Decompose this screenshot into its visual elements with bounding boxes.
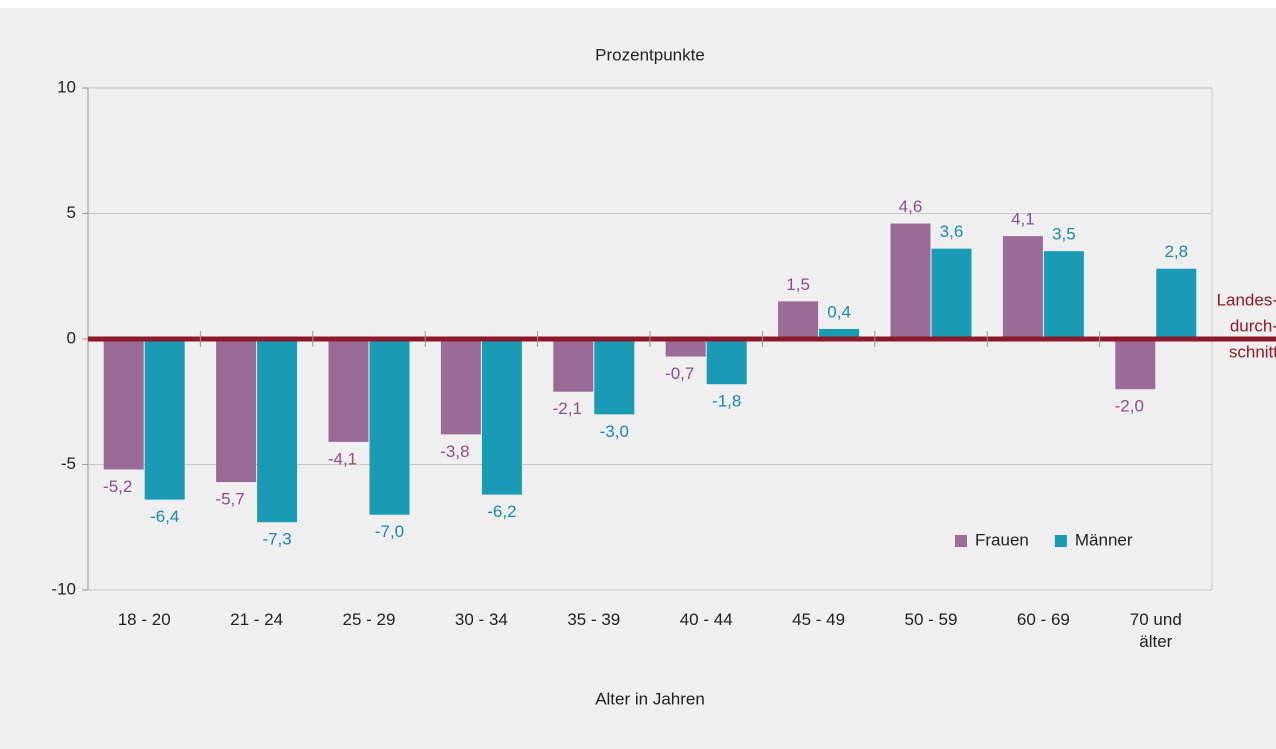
value-label: -5,7 [215,490,244,509]
x-axis-title: Alter in Jahren [595,689,705,708]
value-label: -4,1 [328,449,357,468]
bar [665,339,706,357]
value-label: -3,0 [600,422,629,441]
value-label: 4,6 [899,197,923,216]
value-label: 1,5 [786,275,810,294]
value-label: -2,1 [553,399,582,418]
bar [553,339,594,392]
value-label: -1,8 [712,392,741,411]
bar [216,339,257,483]
legend-swatch [955,535,967,547]
bar [778,301,819,339]
y-tick-label: -10 [51,579,76,598]
value-label: 2,8 [1164,242,1188,261]
legend-label: Frauen [975,530,1029,549]
legend-swatch [1054,535,1067,547]
value-label: -2,0 [1115,397,1144,416]
bar [594,339,635,415]
bar [328,339,369,442]
value-label: -6,4 [150,507,179,526]
bar [369,339,410,515]
value-label: -7,3 [262,530,291,549]
y-tick-label: 0 [67,328,76,347]
bar [144,339,185,500]
x-tick-label: 70 und älter [1129,610,1182,651]
bar [890,223,931,339]
chart: Prozentpunkte Alter in Jahren -10 -5 0 5 10 -… [51,45,1276,708]
value-label: -5,2 [103,477,132,496]
reference-label: schnitt [1229,342,1276,361]
value-label: -6,2 [487,502,516,521]
bar [1115,339,1156,390]
x-tick-label: 40 - 44 [679,610,733,629]
bar [931,248,972,339]
value-label: 3,5 [1052,225,1076,244]
value-label: -7,0 [375,522,404,541]
y-tick-label: -5 [61,454,76,473]
bar [103,339,144,470]
x-tick-label: 25 - 29 [342,610,396,629]
y-tick-label: 5 [67,203,76,222]
value-label: -0,7 [665,364,694,383]
legend-label: Männer [1075,530,1133,549]
x-tick-label: 50 - 59 [904,610,958,629]
bar [1043,251,1084,339]
bar [1002,236,1043,339]
x-tick-label: 21 - 24 [230,610,284,629]
bar [706,339,747,385]
bar [440,339,481,435]
chart-panel: Prozentpunkte Alter in Jahren -10 -5 0 5 10 -… [0,8,1276,749]
value-label: 0,4 [827,302,851,321]
y-tick-label: 10 [57,77,76,96]
value-label: -3,8 [440,442,469,461]
x-tick-label: 18 - 20 [117,610,171,629]
bar [481,339,522,495]
reference-label: durch- [1230,316,1276,335]
x-tick-label: 30 - 34 [454,610,508,629]
x-tick-label: 35 - 39 [567,610,621,629]
reference-label: Landes- [1217,290,1276,309]
y-axis-title: Prozentpunkte [595,45,705,64]
value-label: 3,6 [940,222,964,241]
bar [1156,268,1197,339]
x-tick-label: 60 - 69 [1016,610,1070,629]
bar [257,339,298,523]
value-label: 4,1 [1011,210,1035,229]
bar [819,328,860,339]
x-tick-label: 45 - 49 [792,610,846,629]
